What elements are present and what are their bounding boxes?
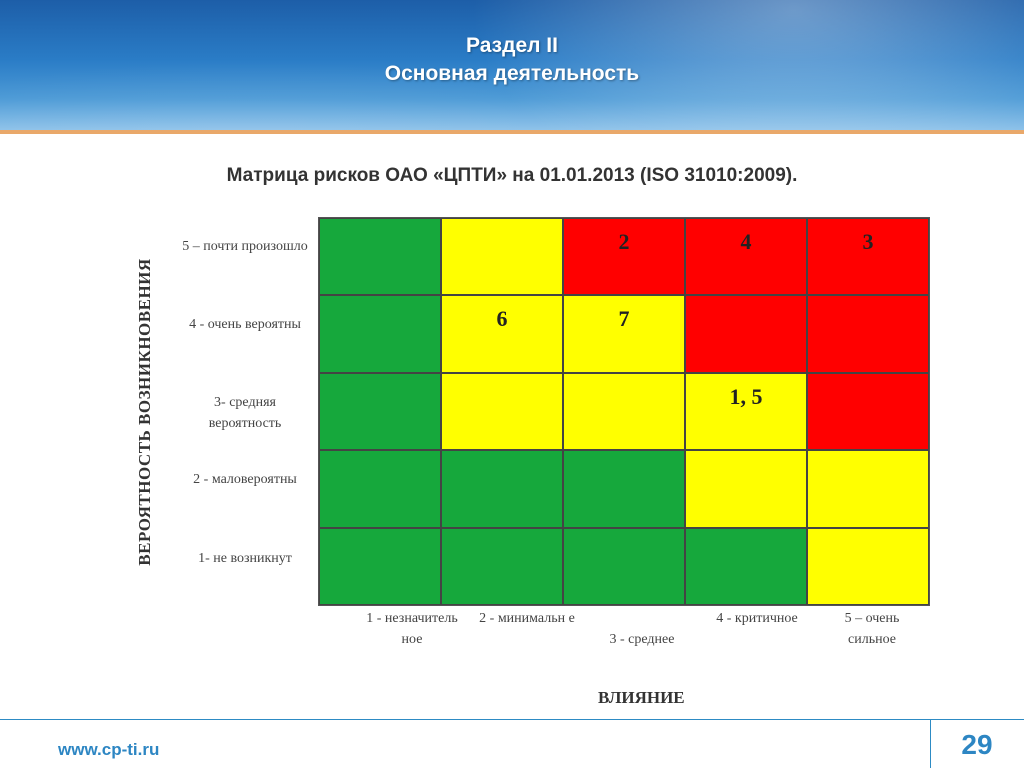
matrix-cell bbox=[319, 527, 441, 605]
section-title: Раздел II bbox=[466, 34, 558, 57]
matrix-cell: 3 bbox=[807, 218, 929, 296]
section-subtitle: Основная деятельность bbox=[384, 62, 640, 85]
website-link[interactable]: www.cp-ti.ru bbox=[58, 740, 160, 759]
matrix-cell bbox=[807, 527, 929, 605]
matrix-cell bbox=[441, 450, 563, 528]
x-axis-label: ВЛИЯНИЕ bbox=[598, 688, 685, 707]
header-divider bbox=[0, 130, 1024, 134]
risk-id-label: 6 bbox=[496, 306, 508, 332]
col-label-5: 5 – очень сильное bbox=[844, 611, 900, 647]
matrix-cell: 6 bbox=[441, 295, 563, 373]
risk-id-label: 3 bbox=[862, 229, 874, 254]
row-label-1: 1- не возникнут bbox=[198, 551, 292, 566]
matrix-cell bbox=[563, 372, 685, 451]
matrix-cell: 2 bbox=[563, 218, 685, 296]
risk-id-label: 7 bbox=[618, 306, 630, 332]
col-label-1: 1 - незначитель ное bbox=[366, 611, 458, 647]
row-label-5: 5 – почти произошло bbox=[182, 239, 308, 254]
risk-matrix-grid: 2 4 3 6 7 1, 5 bbox=[318, 217, 930, 606]
risk-id-label: 2 bbox=[618, 229, 630, 254]
matrix-cell bbox=[807, 372, 929, 451]
risk-id-label: 4 bbox=[740, 229, 752, 254]
matrix-cell bbox=[685, 527, 807, 605]
matrix-cell: 4 bbox=[685, 218, 807, 296]
matrix-cell bbox=[807, 295, 929, 373]
header-title: Раздел II Основная деятельность bbox=[0, 32, 1024, 88]
matrix-cell bbox=[563, 527, 685, 605]
col-label-2: 2 - минимальн е bbox=[479, 611, 575, 626]
page-number: 29 bbox=[961, 729, 993, 760]
matrix-cell: 1, 5 bbox=[685, 372, 807, 451]
matrix-cell bbox=[319, 450, 441, 528]
matrix-cell bbox=[807, 450, 929, 528]
col-label-3: 3 - среднее bbox=[609, 632, 675, 647]
row-label-4: 4 - очень вероятны bbox=[189, 317, 301, 332]
footer-divider bbox=[0, 719, 1024, 720]
y-axis-label: ВЕРОЯТНОСТЬ ВОЗНИКНОВЕНИЯ bbox=[135, 258, 154, 566]
matrix-cell bbox=[319, 218, 441, 296]
row-label-2: 2 - маловероятны bbox=[193, 472, 297, 487]
header-sheen bbox=[444, 0, 1024, 132]
matrix-cell bbox=[441, 527, 563, 605]
matrix-cell bbox=[319, 372, 441, 451]
matrix-cell bbox=[319, 295, 441, 373]
footer-vertical-divider bbox=[930, 719, 931, 768]
header-banner: Раздел II Основная деятельность bbox=[0, 0, 1024, 132]
matrix-cell bbox=[441, 218, 563, 296]
row-label-3: 3- средняя вероятность bbox=[208, 395, 282, 431]
col-label-4: 4 - критичное bbox=[716, 611, 798, 626]
matrix-cell bbox=[685, 450, 807, 528]
matrix-title: Матрица рисков ОАО «ЦПТИ» на 01.01.2013 … bbox=[226, 165, 798, 186]
matrix-cell bbox=[563, 450, 685, 528]
matrix-cell: 7 bbox=[563, 295, 685, 373]
risk-id-label: 1, 5 bbox=[729, 383, 763, 409]
matrix-cell bbox=[685, 295, 807, 373]
matrix-cell bbox=[441, 372, 563, 451]
